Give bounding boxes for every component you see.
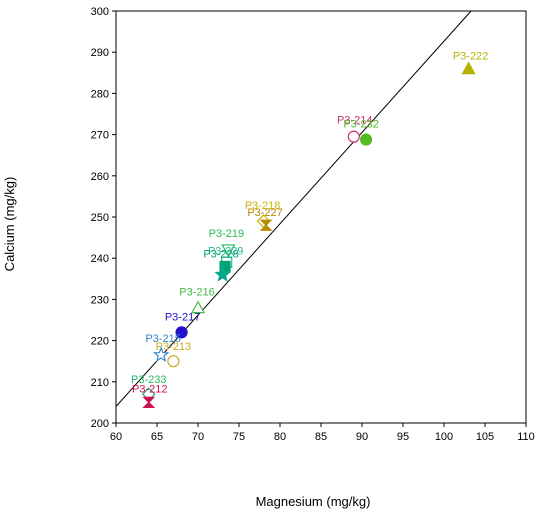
x-tick-label: 75	[233, 431, 245, 443]
data-point	[347, 130, 360, 143]
data-label: P3-227	[247, 207, 282, 219]
x-tick-label: 95	[397, 431, 409, 443]
x-tick-label: 110	[517, 431, 535, 443]
data-label: P3-212	[132, 383, 167, 395]
x-tick-label: 105	[476, 431, 494, 443]
y-tick-label: 230	[91, 294, 109, 306]
data-label: P3-232	[343, 119, 378, 131]
data-point	[142, 396, 156, 408]
data-label: P3-215	[145, 333, 180, 345]
x-axis-title: Magnesium (mg/kg)	[256, 494, 371, 509]
data-point	[190, 300, 206, 314]
data-label: P3-216	[179, 287, 214, 299]
data-point	[219, 260, 231, 273]
data-label: P3-229	[208, 245, 243, 257]
data-point	[259, 219, 273, 231]
y-tick-label: 200	[91, 418, 109, 430]
data-label: P3-218	[245, 200, 280, 212]
y-tick-label: 210	[91, 377, 109, 389]
y-tick-label: 250	[91, 212, 109, 224]
data-point	[214, 266, 231, 282]
data-point	[221, 244, 236, 258]
data-point	[461, 61, 476, 75]
x-tick-label: 70	[192, 431, 204, 443]
data-label: P3-219	[209, 228, 244, 240]
x-tick-label: 100	[435, 431, 453, 443]
data-points	[141, 61, 476, 408]
y-tick-label: 290	[91, 47, 109, 59]
data-label: P3-217	[165, 311, 200, 323]
y-tick-label: 300	[91, 6, 109, 18]
y-tick-label: 260	[91, 171, 109, 183]
y-tick-label: 270	[91, 130, 109, 142]
data-point	[360, 133, 373, 146]
x-tick-label: 60	[110, 431, 122, 443]
y-axis-title: Calcium (mg/kg)	[2, 177, 17, 272]
x-tick-label: 80	[274, 431, 286, 443]
data-point	[167, 355, 180, 368]
y-tick-label: 240	[91, 253, 109, 265]
x-axis-ticks: 60 65 70 75 80 85 90 95 100 105 110	[110, 423, 535, 443]
data-label: P3-233	[131, 374, 166, 386]
data-label: P3-222	[453, 51, 488, 63]
data-label: P3-213	[156, 341, 191, 353]
data-point	[175, 326, 188, 339]
x-tick-label: 85	[315, 431, 327, 443]
x-tick-label: 90	[356, 431, 368, 443]
y-tick-label: 280	[91, 88, 109, 100]
data-label: P3-214	[337, 115, 372, 127]
regression-line	[115, 10, 472, 407]
y-axis-ticks: 200 210 220 230 240 250 260 270 280 290 300	[91, 6, 116, 430]
x-tick-label: 65	[151, 431, 163, 443]
data-label: P3-228	[203, 248, 238, 260]
data-point	[152, 346, 170, 363]
y-tick-label: 220	[91, 336, 109, 348]
